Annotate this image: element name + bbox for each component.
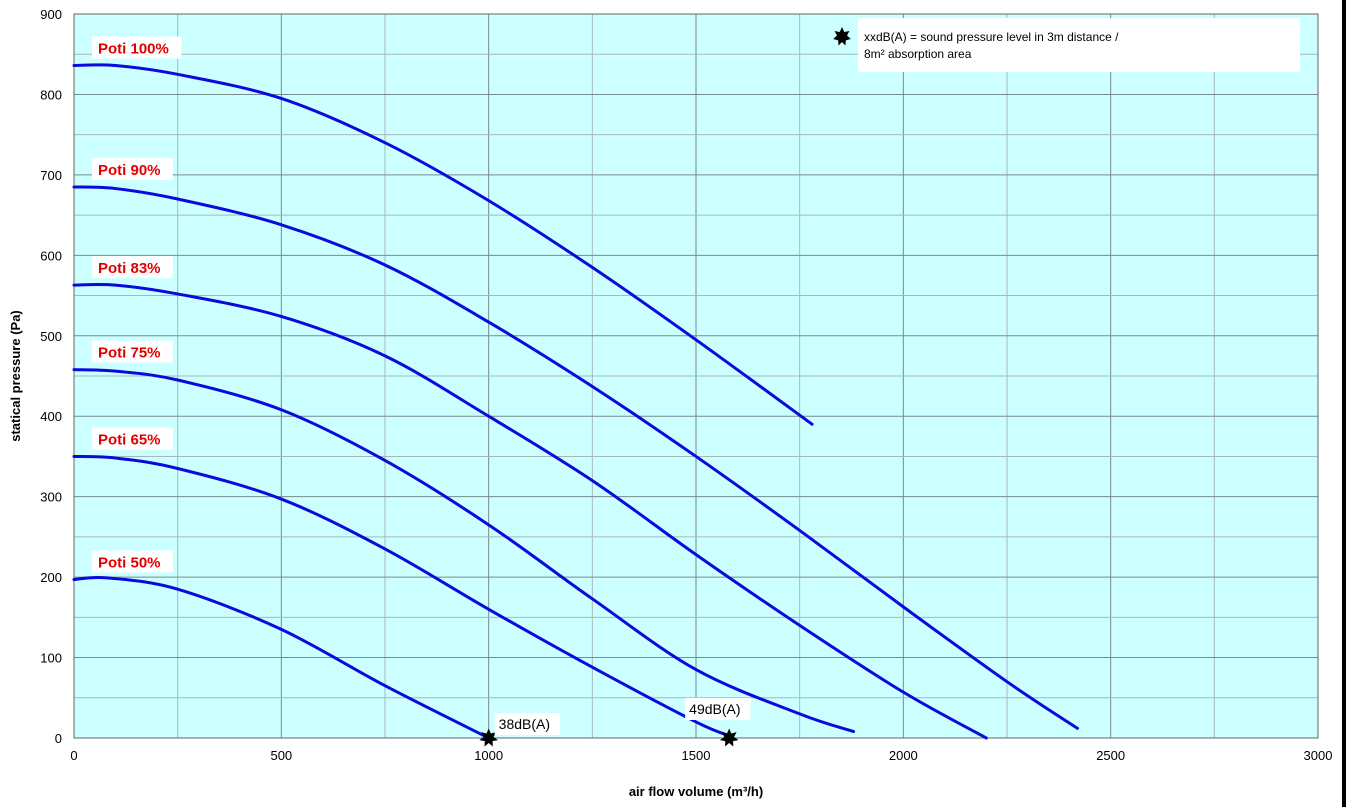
series-label-bg [92, 256, 173, 279]
series-label: Poti 83% [98, 260, 161, 277]
series-label: Poti 50% [98, 555, 161, 572]
x-tick-label: 1500 [682, 748, 711, 763]
y-tick-label: 600 [40, 248, 62, 263]
series-line-2 [72, 282, 988, 740]
y-tick-labels: 0 100 200 300 400 500 600 700 800 900 [40, 7, 62, 746]
y-tick-label: 500 [40, 329, 62, 344]
legend: xxdB(A) = sound pressure level in 3m dis… [833, 18, 1300, 72]
right-border [1342, 0, 1346, 807]
y-tick-label: 700 [40, 168, 62, 183]
series-label-bg [92, 550, 173, 573]
plot-border [73, 13, 1319, 739]
x-tick-label: 2500 [1096, 748, 1125, 763]
series-line-3 [72, 368, 856, 734]
star-marker [719, 728, 739, 747]
x-tick-label: 0 [70, 748, 77, 763]
series-label-bg [92, 340, 173, 363]
series-label: Poti 75% [98, 345, 161, 362]
legend-text-line1: xxdB(A) = sound pressure level in 3m dis… [864, 30, 1119, 44]
x-tick-label: 2000 [889, 748, 918, 763]
series-line-5 [72, 575, 491, 740]
y-tick-label: 400 [40, 409, 62, 424]
legend-box [858, 18, 1300, 72]
y-tick-label: 200 [40, 570, 62, 585]
y-tick-label: 300 [40, 490, 62, 505]
series-curves [72, 63, 1079, 740]
x-tick-label: 3000 [1304, 748, 1333, 763]
x-tick-label: 1000 [474, 748, 503, 763]
marker-label-bg [685, 698, 751, 720]
series-label-bg [92, 157, 173, 180]
y-tick-label: 900 [40, 7, 62, 22]
series-label: Poti 90% [98, 162, 161, 179]
legend-text-line2: 8m² absorption area [864, 47, 972, 61]
marker-label-bg [494, 713, 561, 735]
star-marker [479, 728, 498, 747]
y-axis-title: statical pressure (Pa) [8, 310, 23, 442]
sound-markers: 38dB(A) 49dB(A) [479, 698, 751, 747]
x-axis-title: air flow volume (m³/h) [629, 784, 763, 799]
grid-lines [73, 13, 1319, 739]
series-line-0 [72, 63, 814, 426]
series-label: Poti 100% [98, 40, 169, 57]
series-label: Poti 65% [98, 431, 161, 448]
series-label-bg [92, 427, 173, 450]
y-tick-label: 0 [55, 731, 62, 746]
y-tick-label: 800 [40, 87, 62, 102]
marker-label: 49dB(A) [689, 701, 740, 717]
series-labels: Poti 100% Poti 90% Poti 83% Poti 75% Poti 65… [92, 36, 182, 573]
x-tick-label: 500 [270, 748, 292, 763]
y-tick-label: 100 [40, 651, 62, 666]
star-icon [833, 27, 851, 46]
series-label-bg [92, 36, 182, 59]
series-line-4 [72, 454, 731, 738]
series-line-1 [72, 185, 1079, 730]
x-tick-labels: 0 500 1000 1500 2000 2500 3000 [70, 748, 1332, 763]
marker-label: 38dB(A) [499, 716, 550, 732]
